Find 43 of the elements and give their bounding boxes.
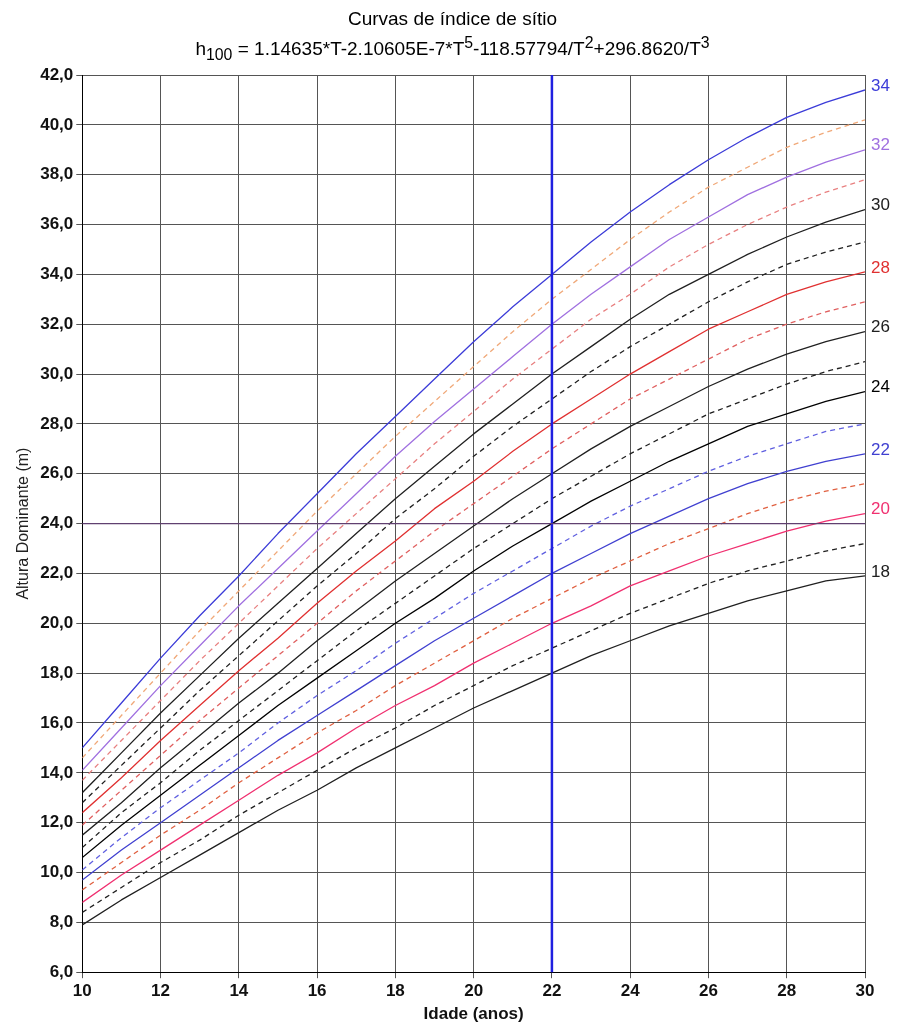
y-tick-label: 10,0	[40, 862, 74, 882]
series-label: 30	[871, 195, 890, 215]
y-tick-label: 40,0	[40, 114, 74, 134]
x-tick-label: 24	[620, 981, 641, 1001]
series-label: 28	[871, 257, 890, 277]
y-tick-label: 22,0	[40, 563, 74, 583]
y-tick-label: 38,0	[40, 164, 74, 184]
y-tick-label: 26,0	[40, 463, 74, 483]
x-tick-label: 26	[699, 981, 718, 1001]
x-tick-label: 22	[542, 981, 562, 1001]
y-tick-label: 6,0	[49, 961, 74, 981]
x-tick-label: 20	[464, 981, 484, 1001]
y-tick-label: 32,0	[40, 313, 74, 333]
series-label: 22	[871, 439, 890, 459]
y-tick-label: 28,0	[40, 413, 74, 433]
y-tick-label: 16,0	[40, 712, 74, 732]
series-label: 34	[871, 75, 890, 95]
y-axis-title: Altura Dominante (m)	[14, 447, 32, 600]
y-tick-label: 20,0	[40, 612, 74, 632]
x-axis-title: Idade (anos)	[423, 1004, 524, 1024]
y-tick-label: 14,0	[40, 762, 74, 782]
x-tick-label: 10	[72, 981, 92, 1001]
y-tick-label: 18,0	[40, 662, 74, 682]
y-tick-label: 8,0	[49, 912, 74, 932]
chart-title: Curvas de índice de sítio	[346, 8, 559, 30]
x-tick-label: 16	[307, 981, 327, 1001]
y-tick-label: 36,0	[40, 214, 74, 234]
chart-subtitle: h$_{100}$ = 1.14635*T-2.10605E-7*T$^{5}$-118.57794/T$^{2}$+296.8620/T$^{3}$	[194, 34, 711, 65]
series-label: 18	[871, 561, 890, 581]
series-label: 24	[871, 377, 890, 397]
series-label: 26	[871, 317, 890, 337]
y-tick-label: 24,0	[40, 513, 74, 533]
x-tick-label: 28	[777, 981, 797, 1001]
y-tick-label: 12,0	[40, 812, 74, 832]
series-label: 32	[871, 135, 890, 155]
x-tick-label: 14	[229, 981, 249, 1001]
y-tick-label: 30,0	[40, 363, 74, 383]
y-tick-label: 42,0	[40, 64, 74, 84]
x-tick-label: 12	[151, 981, 171, 1001]
x-tick-label: 30	[855, 981, 875, 1001]
x-tick-label: 18	[385, 981, 405, 1001]
y-tick-label: 34,0	[40, 264, 74, 284]
series-label: 20	[871, 499, 890, 519]
